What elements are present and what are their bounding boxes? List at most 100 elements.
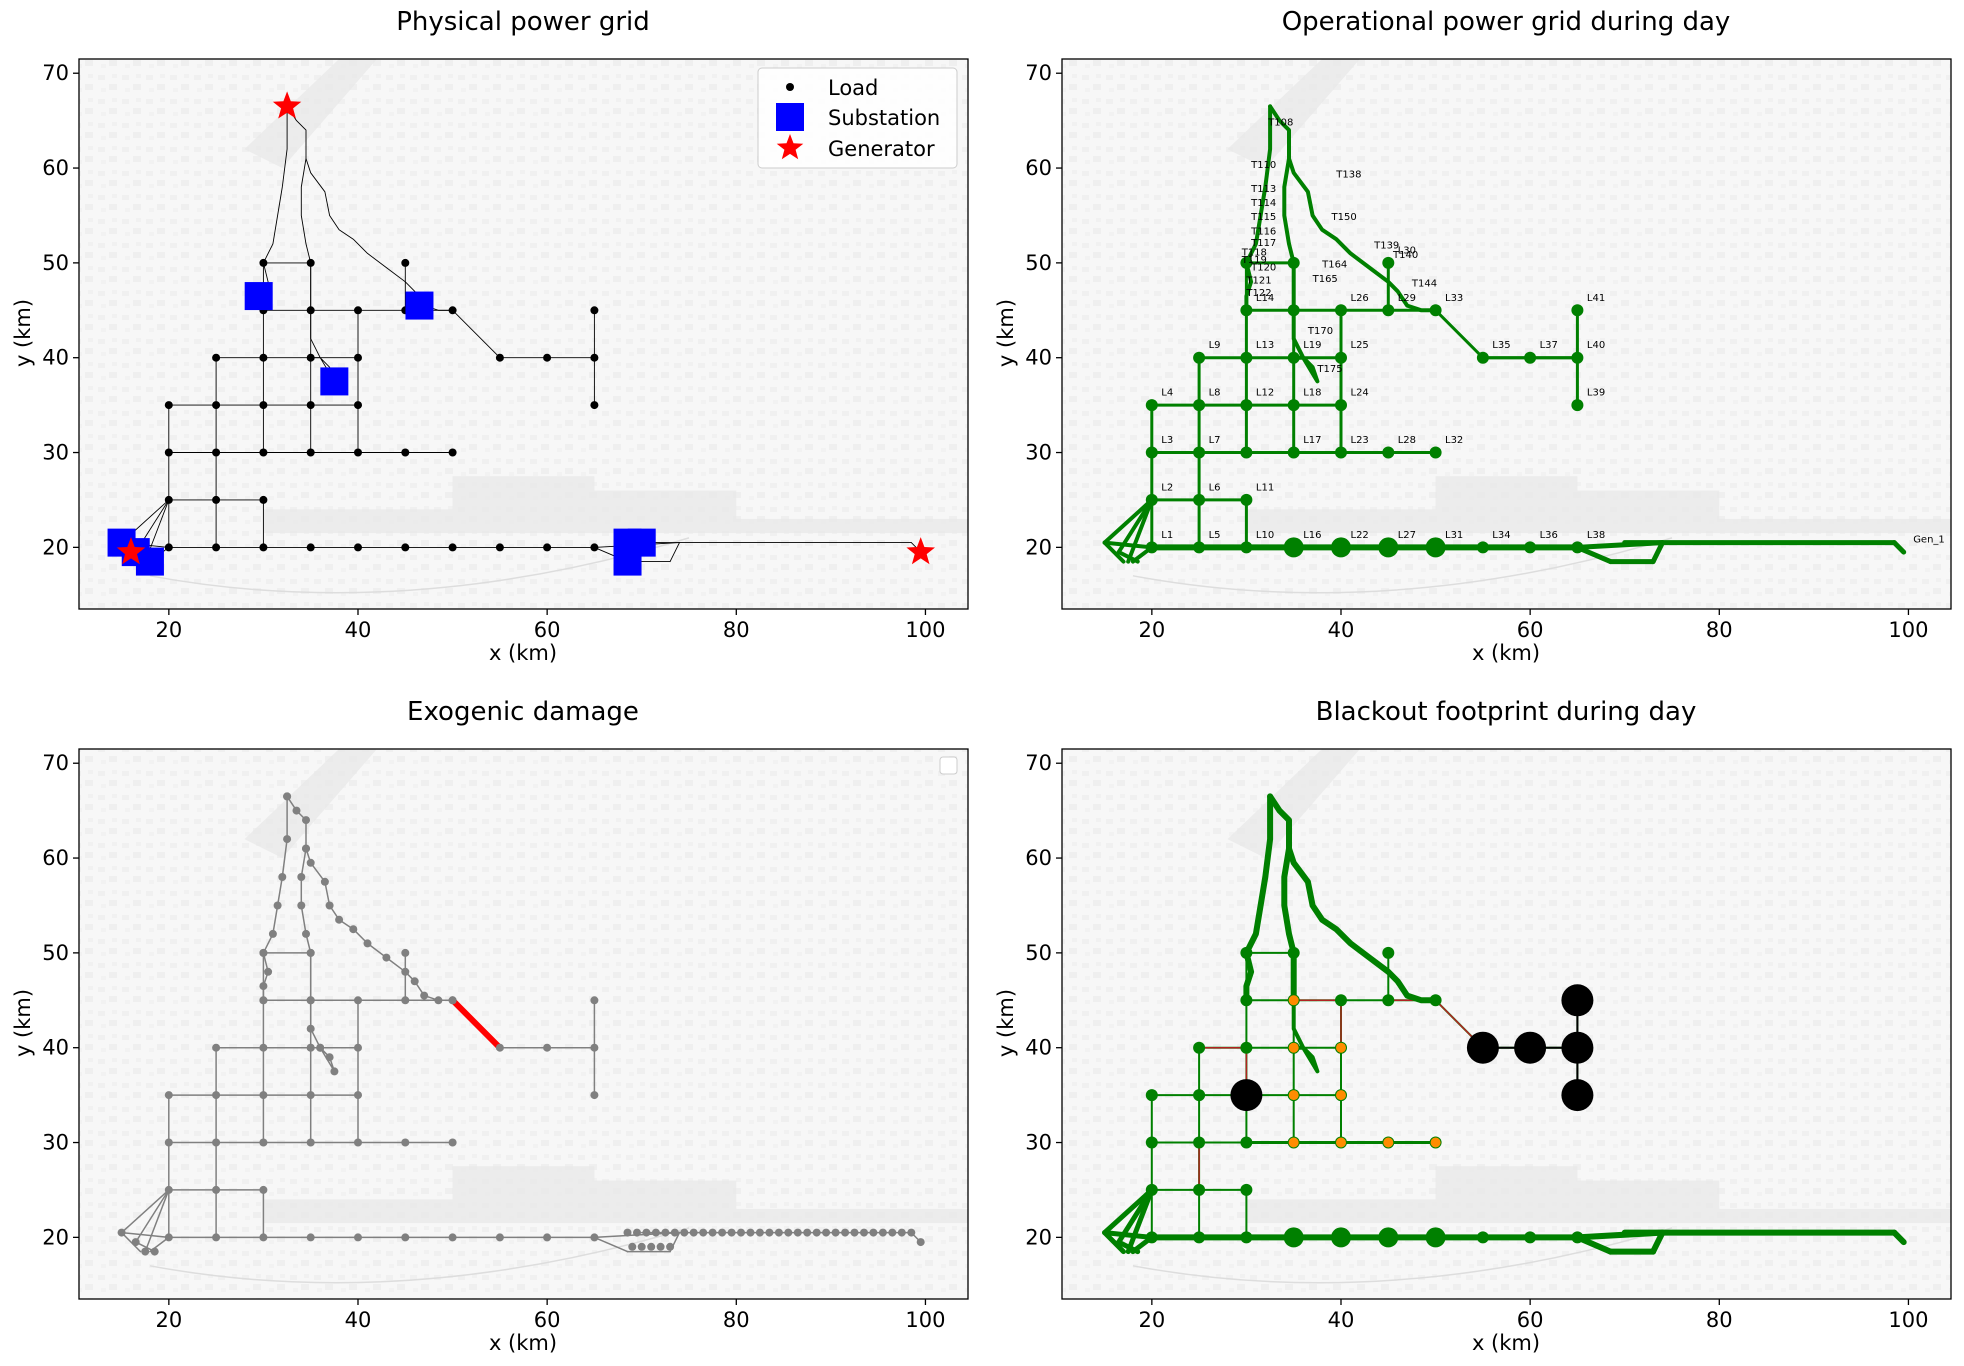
node-label: L31 xyxy=(1445,530,1463,541)
grid-node xyxy=(259,1043,268,1052)
terrain-coast xyxy=(1246,1166,1951,1224)
grid-node xyxy=(349,925,358,934)
grid-node xyxy=(164,1091,173,1100)
y-tick-label: 70 xyxy=(1025,61,1052,85)
node-label: T118 xyxy=(1241,247,1267,258)
operational-line xyxy=(1116,497,1154,555)
operational-node xyxy=(1574,307,1581,314)
load-point xyxy=(354,353,362,362)
grid-node xyxy=(543,1043,552,1052)
grid-node xyxy=(642,1228,651,1237)
node-label: L13 xyxy=(1256,340,1274,351)
node-label: Gen_1 xyxy=(1913,535,1945,546)
restored-node xyxy=(1476,1231,1489,1244)
operational-node xyxy=(1425,537,1446,558)
damaged-line xyxy=(449,997,503,1051)
operational-node xyxy=(1574,402,1581,409)
restored-node xyxy=(1240,1231,1253,1244)
node-label: T116 xyxy=(1250,226,1276,237)
operational-node xyxy=(1193,493,1206,506)
operational-node xyxy=(1476,351,1489,364)
grid-node xyxy=(647,1242,656,1251)
operational-node xyxy=(1287,399,1300,412)
restored-node xyxy=(1429,994,1442,1007)
restored-node xyxy=(1193,1231,1206,1244)
node-label: T114 xyxy=(1250,198,1276,209)
transmission-line xyxy=(300,847,312,1002)
operational-trunk xyxy=(1282,156,1296,313)
restored-node xyxy=(1240,1041,1253,1054)
grid-node xyxy=(212,1091,221,1100)
load-point xyxy=(306,448,315,457)
node-label: L27 xyxy=(1398,530,1416,541)
grid-line xyxy=(452,309,501,359)
grid-node xyxy=(765,1228,774,1237)
node-label: T150 xyxy=(1331,212,1357,223)
grid-node xyxy=(259,1138,268,1147)
y-tick-label: 70 xyxy=(1025,751,1052,775)
grid-node xyxy=(302,816,310,825)
node-label: L1 xyxy=(1161,530,1173,541)
substation-point xyxy=(320,367,349,396)
grid-node xyxy=(755,1228,764,1237)
node-label: T115 xyxy=(1250,212,1276,223)
grid-node xyxy=(727,1228,736,1237)
operational-line xyxy=(1116,550,1140,564)
y-tick-label: 60 xyxy=(1025,156,1052,180)
panel-title: Physical power grid xyxy=(396,7,650,37)
load-point xyxy=(354,543,362,552)
operational-node xyxy=(1240,493,1253,506)
blackout-node xyxy=(1466,1031,1499,1064)
operational-node xyxy=(1240,351,1253,364)
x-tick-label: 100 xyxy=(905,1308,945,1332)
grid-node xyxy=(888,1228,897,1237)
grid-node xyxy=(306,1233,315,1242)
load-point xyxy=(259,543,268,552)
node-label: L12 xyxy=(1256,388,1274,399)
grid-node xyxy=(543,1233,552,1242)
grid-node xyxy=(670,1228,679,1237)
node-label: T119 xyxy=(1241,255,1267,266)
grid-line xyxy=(120,1231,142,1253)
grid-node xyxy=(401,1233,410,1242)
grid-node xyxy=(718,1228,727,1237)
grid-node xyxy=(212,1233,221,1242)
grid-node xyxy=(382,953,391,962)
grid-node xyxy=(680,1228,689,1237)
terrain-ridge xyxy=(244,749,377,859)
node-label: L19 xyxy=(1303,340,1321,351)
x-tick-label: 40 xyxy=(345,618,372,642)
node-label: L28 xyxy=(1398,435,1416,446)
grid-node xyxy=(212,1043,221,1052)
blackout-node xyxy=(1514,1031,1547,1064)
operational-trunk xyxy=(1291,308,1320,384)
x-tick-label: 80 xyxy=(1706,1308,1733,1332)
load-point xyxy=(212,543,221,552)
node-label: L25 xyxy=(1351,340,1369,351)
y-tick-label: 50 xyxy=(42,251,69,275)
restored-node xyxy=(1382,946,1395,959)
y-tick-label: 70 xyxy=(42,751,69,775)
x-tick-label: 100 xyxy=(1888,618,1928,642)
operational-node xyxy=(1193,541,1206,554)
load-point xyxy=(259,495,268,504)
node-label: L11 xyxy=(1256,483,1274,494)
legend-substation: Substation xyxy=(828,106,940,130)
load-point xyxy=(590,306,599,315)
operational-node xyxy=(1571,541,1584,554)
grid-node xyxy=(401,967,410,976)
grid-node xyxy=(259,1233,268,1242)
node-label: L23 xyxy=(1351,435,1369,446)
node-label: T110 xyxy=(1250,160,1276,171)
legend-generator: Generator xyxy=(828,137,935,161)
grid-node xyxy=(495,1233,504,1242)
load-point xyxy=(354,401,362,410)
legend-load-marker xyxy=(786,83,794,91)
partial-node xyxy=(1430,1137,1441,1148)
operational-node xyxy=(1193,399,1206,412)
node-label: L34 xyxy=(1492,530,1510,541)
operational-line xyxy=(1650,540,1665,565)
restored-node xyxy=(1193,1089,1206,1102)
restored-node xyxy=(1193,1136,1206,1149)
